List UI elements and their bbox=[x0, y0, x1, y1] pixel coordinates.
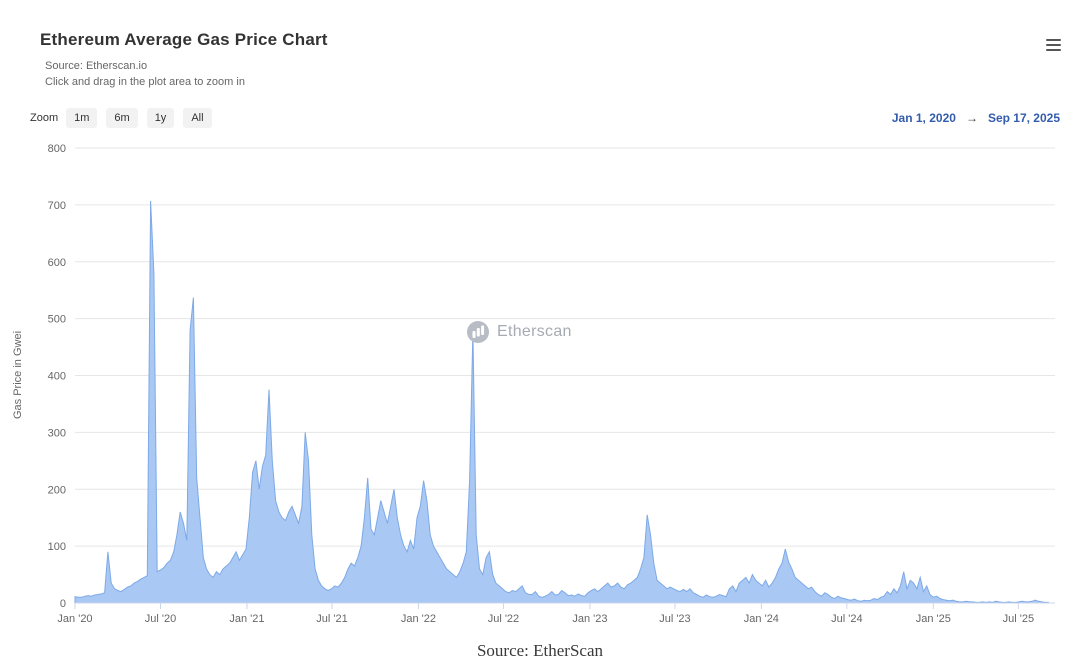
y-tick-label: 600 bbox=[48, 257, 66, 269]
zoom-1m-button[interactable]: 1m bbox=[66, 108, 98, 128]
zoom-all-button[interactable]: All bbox=[183, 108, 212, 128]
range-selector-toolbar: Zoom 1m 6m 1y All bbox=[30, 107, 221, 129]
hamburger-icon bbox=[1045, 38, 1061, 41]
y-tick-label: 700 bbox=[48, 200, 66, 212]
zoom-label: Zoom bbox=[30, 112, 59, 124]
hamburger-icon bbox=[1045, 43, 1061, 46]
range-end-input[interactable]: Sep 17, 2025 bbox=[987, 111, 1060, 125]
chart-zoom-hint: Click and drag in the plot area to zoom … bbox=[45, 76, 245, 88]
date-range-display: Jan 1, 2020 → Sep 17, 2025 bbox=[888, 110, 1064, 126]
x-tick-label: Jan '24 bbox=[744, 613, 779, 625]
footer-source-caption: Source: EtherScan bbox=[476, 641, 604, 660]
x-tick-label: Jan '20 bbox=[57, 613, 92, 625]
etherscan-logo-icon bbox=[467, 321, 489, 343]
x-tick-label: Jul '24 bbox=[831, 613, 862, 625]
zoom-1y-button[interactable]: 1y bbox=[146, 108, 175, 128]
x-tick-label: Jul '21 bbox=[316, 613, 347, 625]
x-tick-label: Jan '22 bbox=[401, 613, 436, 625]
chart-context-menu-button[interactable] bbox=[1040, 33, 1066, 55]
hamburger-icon bbox=[1045, 48, 1061, 51]
y-tick-label: 500 bbox=[48, 314, 66, 326]
zoom-6m-button[interactable]: 6m bbox=[106, 108, 138, 128]
x-tick-label: Jan '23 bbox=[572, 613, 607, 625]
watermark-label: Etherscan bbox=[497, 323, 572, 340]
x-tick-label: Jan '25 bbox=[916, 613, 951, 625]
y-tick-label: 300 bbox=[48, 427, 66, 439]
chart-source-subtitle: Source: Etherscan.io bbox=[45, 60, 148, 72]
range-start-input[interactable]: Jan 1, 2020 bbox=[891, 111, 956, 125]
y-tick-label: 400 bbox=[48, 371, 66, 383]
y-tick-label: 200 bbox=[48, 484, 66, 496]
y-axis-title: Gas Price in Gwei bbox=[12, 330, 24, 420]
page-title: Ethereum Average Gas Price Chart bbox=[40, 30, 328, 49]
y-tick-label: 0 bbox=[60, 598, 66, 610]
x-tick-label: Jul '22 bbox=[488, 613, 519, 625]
y-tick-label: 100 bbox=[48, 541, 66, 553]
y-tick-label: 800 bbox=[48, 143, 66, 155]
x-tick-label: Jul '25 bbox=[1003, 613, 1034, 625]
x-tick-label: Jul '23 bbox=[659, 613, 690, 625]
range-arrow-icon: → bbox=[965, 111, 978, 125]
gas-price-area-series bbox=[74, 200, 1049, 604]
x-tick-label: Jan '21 bbox=[229, 613, 264, 625]
x-tick-label: Jul '20 bbox=[145, 613, 176, 625]
etherscan-watermark: Etherscan bbox=[466, 320, 572, 344]
